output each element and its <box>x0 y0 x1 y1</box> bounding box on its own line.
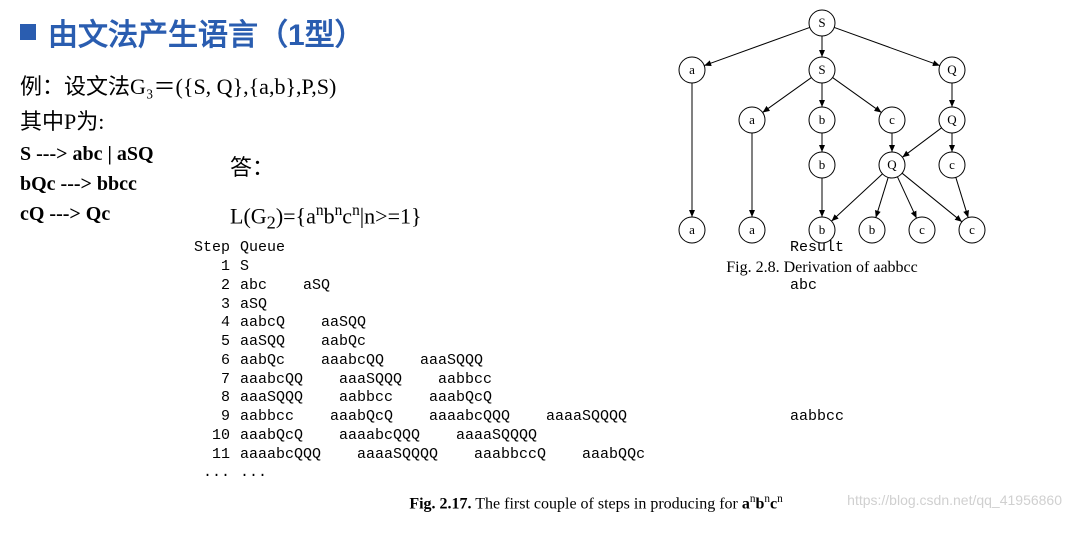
example-line-2: 其中P为: <box>20 104 580 139</box>
cell-result <box>790 296 940 315</box>
cell-result <box>790 427 940 446</box>
svg-text:b: b <box>869 222 876 237</box>
cell-result <box>790 389 940 408</box>
svg-text:a: a <box>749 222 755 237</box>
cell-queue: aaabQcQ aaaabcQQQ aaaaSQQQQ <box>240 427 790 446</box>
tree-caption: Fig. 2.8. Derivation of aabbcc <box>622 259 1022 277</box>
cell-queue: aaSQQ aabQc <box>240 333 790 352</box>
table-row: 6aabQc aaabcQQ aaaSQQQ <box>180 352 1072 371</box>
svg-text:b: b <box>819 157 826 172</box>
cell-step: 7 <box>180 371 240 390</box>
svg-text:Q: Q <box>887 157 897 172</box>
answer-label: 答： <box>230 150 422 182</box>
answer-block: 答： L(G2)={anbncn|n>=1} <box>230 150 422 234</box>
cell-queue: aabcQ aaSQQ <box>240 314 790 333</box>
cell-queue: aaaabcQQQ aaaaSQQQQ aaabbccQ aaabQQc <box>240 446 790 465</box>
table-row: 11aaaabcQQQ aaaaSQQQQ aaabbccQ aaabQQc <box>180 446 1072 465</box>
cell-step: ... <box>180 464 240 483</box>
table-row: 5aaSQQ aabQc <box>180 333 1072 352</box>
cell-result <box>790 446 940 465</box>
svg-text:a: a <box>749 112 755 127</box>
bullet-icon <box>20 24 36 40</box>
svg-text:S: S <box>818 15 825 30</box>
cell-queue: aabQc aaabcQQ aaaSQQQ <box>240 352 790 371</box>
svg-text:c: c <box>919 222 925 237</box>
table-row: 3aSQ <box>180 296 1072 315</box>
cell-step: 9 <box>180 408 240 427</box>
table-row: 7aaabcQQ aaaSQQQ aabbcc <box>180 371 1072 390</box>
svg-text:a: a <box>689 222 695 237</box>
table-row: 10aaabQcQ aaaabcQQQ aaaaSQQQQ <box>180 427 1072 446</box>
table-row: 9aabbcc aaabQcQ aaaabcQQQ aaaaSQQQQaabbc… <box>180 408 1072 427</box>
svg-text:a: a <box>689 62 695 77</box>
cell-result: aabbcc <box>790 408 940 427</box>
cell-result <box>790 333 940 352</box>
cell-queue: aSQ <box>240 296 790 315</box>
cell-queue: aaaSQQQ aabbcc aaabQcQ <box>240 389 790 408</box>
svg-text:Q: Q <box>947 62 957 77</box>
example-line-1: 例：设文法G₃＝({S, Q},{a,b},P,S) <box>20 69 580 104</box>
svg-text:c: c <box>969 222 975 237</box>
table-row: 2abc aSQabc <box>180 277 1072 296</box>
cell-step: 10 <box>180 427 240 446</box>
cell-step: 3 <box>180 296 240 315</box>
cell-step: 5 <box>180 333 240 352</box>
cell-queue: aabbcc aaabQcQ aaaabcQQQ aaaaSQQQQ <box>240 408 790 427</box>
cell-step: 11 <box>180 446 240 465</box>
svg-text:b: b <box>819 222 826 237</box>
cell-queue: abc aSQ <box>240 277 790 296</box>
table-body: 1S2abc aSQabc3aSQ4aabcQ aaSQQ5aaSQQ aabQ… <box>180 258 1072 483</box>
answer-formula: L(G2)={anbncn|n>=1} <box>230 202 422 234</box>
header-step: Step <box>180 239 240 258</box>
svg-text:c: c <box>889 112 895 127</box>
table-row: ...... <box>180 464 1072 483</box>
cell-result <box>790 464 940 483</box>
table-row: 4aabcQ aaSQQ <box>180 314 1072 333</box>
cell-queue: aaabcQQ aaaSQQQ aabbcc <box>240 371 790 390</box>
cell-step: 8 <box>180 389 240 408</box>
svg-text:b: b <box>819 112 826 127</box>
derivation-tree-svg: Sa S Qa b c Qb Qc a a b b c c <box>622 5 1022 250</box>
cell-result: abc <box>790 277 940 296</box>
page-title: 由文法产生语言（1型） <box>48 10 365 54</box>
cell-queue: ... <box>240 464 790 483</box>
cell-step: 1 <box>180 258 240 277</box>
watermark: https://blog.csdn.net/qq_41956860 <box>847 492 1062 508</box>
table-row: 8aaaSQQQ aabbcc aaabQcQ <box>180 389 1072 408</box>
derivation-tree-area: Sa S Qa b c Qb Qc a a b b c c Fig. 2.8. Derivation o… <box>622 5 1022 277</box>
cell-step: 2 <box>180 277 240 296</box>
svg-text:Q: Q <box>947 112 957 127</box>
cell-result <box>790 314 940 333</box>
cell-result <box>790 352 940 371</box>
svg-text:c: c <box>949 157 955 172</box>
svg-text:S: S <box>818 62 825 77</box>
cell-step: 4 <box>180 314 240 333</box>
cell-result <box>790 371 940 390</box>
cell-step: 6 <box>180 352 240 371</box>
